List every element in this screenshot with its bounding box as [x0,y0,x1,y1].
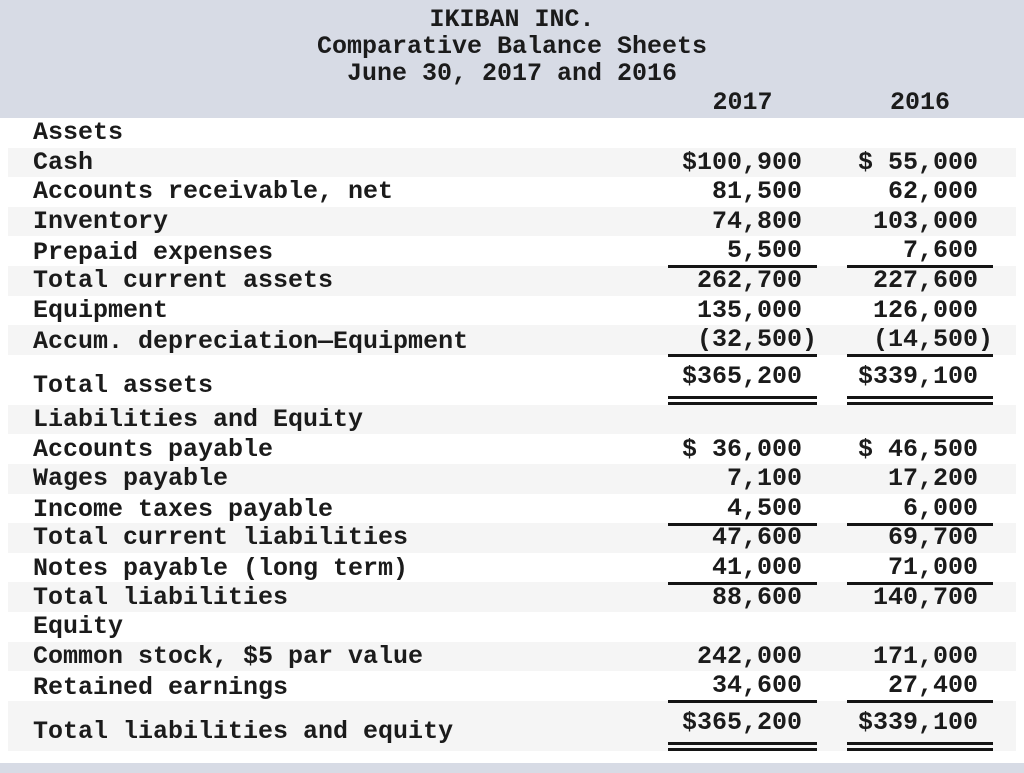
table-row: Income taxes payable 4,500 6,000 [8,494,1016,526]
value-2016: 171,000 [872,641,993,671]
row-label: Prepaid expenses [33,237,274,267]
report-header: IKIBAN INC. Comparative Balance Sheets J… [0,0,1024,118]
value-2016: 71,000 [847,553,993,585]
table-row: Inventory 74,800 103,000 [8,206,1016,237]
table-row: Prepaid expenses 5,500 7,600 [8,236,1016,269]
value-2017: $ 36,000 [681,434,817,464]
value-2017: 262,700 [696,266,817,296]
value-2017: $365,200 [668,355,817,405]
row-label: Retained earnings [33,672,289,702]
column-header-2017: 2017 [712,88,773,117]
row-label: Equipment [33,295,169,325]
row-label: Total liabilities and equity [33,716,454,746]
company-name: IKIBAN INC. [429,5,595,34]
column-header-2016: 2016 [889,88,950,117]
table-row: Common stock, $5 par value 242,000 171,0… [8,641,1016,672]
balance-sheet-rows: Assets Cash $100,900 $ 55,000 Accounts r… [0,118,1024,751]
value-2016: 27,400 [847,671,993,704]
table-row: Total current assets 262,700 227,600 [8,265,1016,296]
value-2016: 103,000 [872,207,993,237]
table-row: Accounts payable $ 36,000 $ 46,500 [8,434,1016,464]
value-2017: (32,500) [668,325,817,358]
value-2017: 74,800 [711,207,817,237]
table-row: Assets [8,118,1016,148]
table-row: Total current liabilities 47,600 69,700 [8,523,1016,553]
row-label: Notes payable (long term) [33,554,409,584]
row-label: Equity [33,612,124,642]
row-label: Income taxes payable [33,495,334,525]
value-2016: $ 55,000 [857,147,993,177]
table-row: Equipment 135,000 126,000 [8,296,1016,326]
column-header-row: 2017 2016 [8,87,1016,118]
row-label: Inventory [33,207,169,237]
value-2016: 62,000 [887,177,993,207]
value-2017: 41,000 [668,553,817,585]
value-2017: 242,000 [696,641,817,671]
table-row: Wages payable 7,100 17,200 [8,463,1016,494]
value-2016: 6,000 [847,494,993,526]
table-row: Retained earnings 34,600 27,400 [8,671,1016,704]
row-label: Accum. depreciation—Equipment [33,326,469,356]
table-row: Liabilities and Equity [8,404,1016,435]
value-2017 [668,118,817,148]
table-row: Equity [8,612,1016,642]
row-label: Cash [33,147,94,177]
value-2016 [847,405,993,435]
value-2017: $365,200 [668,701,817,751]
row-label: Assets [33,118,124,148]
value-2016 [847,118,993,148]
value-2016: $339,100 [847,355,993,405]
value-2017: 81,500 [711,177,817,207]
value-2016 [847,612,993,642]
value-2016: 126,000 [872,295,993,325]
table-row: Notes payable (long term) 41,000 71,000 [8,553,1016,585]
value-2017: 5,500 [668,236,817,269]
value-2017 [668,405,817,435]
value-2016: $ 46,500 [857,434,993,464]
table-row: Total liabilities and equity $365,200 $3… [8,700,1016,751]
value-2017 [668,612,817,642]
value-2016: 7,600 [847,236,993,269]
table-row: Cash $100,900 $ 55,000 [8,147,1016,178]
value-2016: 17,200 [887,464,993,494]
value-2016: 140,700 [872,582,993,612]
value-2017: 7,100 [726,464,817,494]
value-2017: 47,600 [711,523,817,553]
value-2016: (14,500) [847,325,993,358]
table-row: Total liabilities 88,600 140,700 [8,582,1016,612]
value-2017: 88,600 [711,582,817,612]
report-title: Comparative Balance Sheets [316,32,708,61]
row-label: Wages payable [33,464,229,494]
row-label: Total liabilities [33,582,289,612]
table-row: Accum. depreciation—Equipment (32,500) (… [8,325,1016,358]
table-row: Total assets $365,200 $339,100 [8,355,1016,405]
value-2017: 34,600 [668,671,817,704]
value-2016: 227,600 [872,266,993,296]
value-2016: 69,700 [887,523,993,553]
row-label: Accounts receivable, net [33,177,394,207]
row-label: Total current assets [33,266,334,296]
row-label: Common stock, $5 par value [33,641,424,671]
row-label: Total assets [33,370,214,400]
bottom-divider [0,763,1024,773]
value-2017: $100,900 [681,147,817,177]
table-row: Accounts receivable, net 81,500 62,000 [8,177,1016,207]
row-label: Liabilities and Equity [33,405,364,435]
row-label: Total current liabilities [33,523,409,553]
report-period: June 30, 2017 and 2016 [346,59,678,88]
row-label: Accounts payable [33,434,274,464]
value-2017: 135,000 [696,295,817,325]
value-2017: 4,500 [668,494,817,526]
value-2016: $339,100 [847,701,993,751]
